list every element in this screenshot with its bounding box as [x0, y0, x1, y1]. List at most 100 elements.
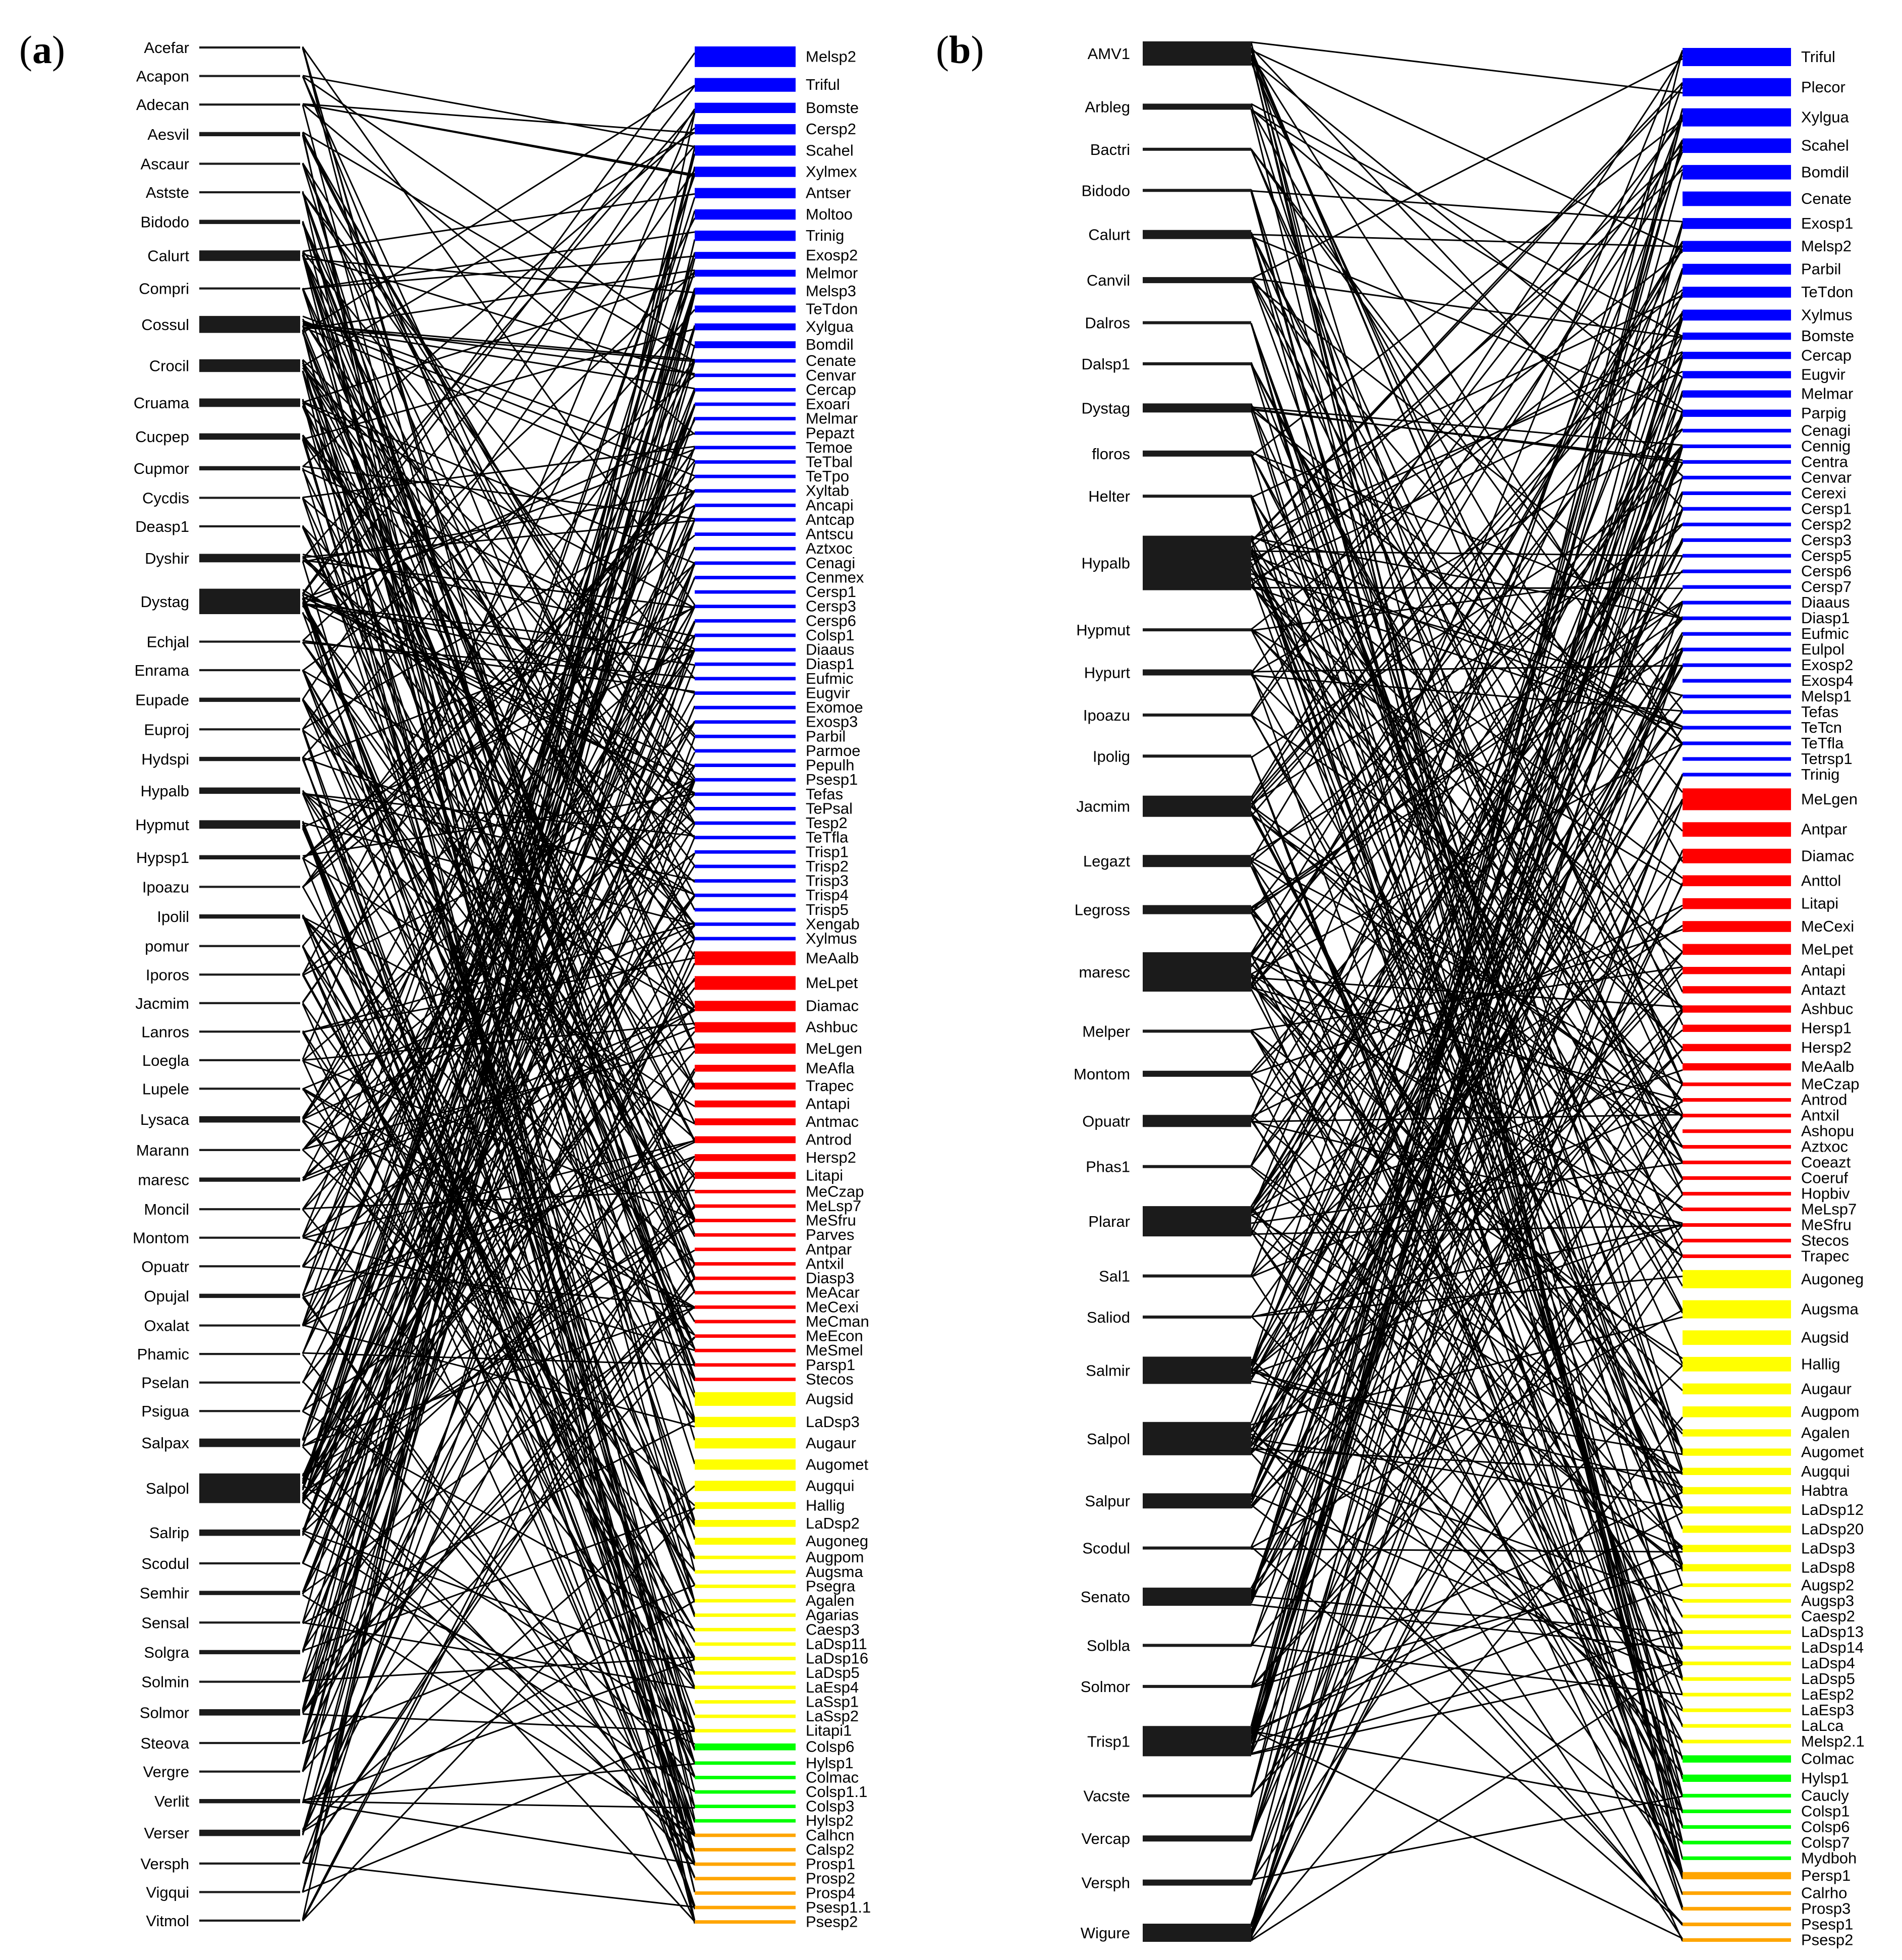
interaction-link: [302, 173, 696, 1326]
plant-node-label: AMV1: [1088, 45, 1130, 63]
plant-node-label: Moncil: [144, 1201, 189, 1218]
plant-node-bar: [199, 1293, 300, 1298]
pollinator-node-label: Hersp1: [1801, 1019, 1852, 1037]
plant-node-label: Steova: [140, 1734, 189, 1752]
plant-node-bar: [1143, 189, 1251, 192]
pollinator-node-bar: [695, 269, 796, 277]
interaction-link: [302, 722, 696, 1480]
pollinator-node-bar: [695, 460, 796, 464]
pollinator-node-label: TePsal: [806, 799, 853, 817]
interaction-link: [302, 193, 695, 252]
plant-node-label: Solgra: [144, 1644, 189, 1661]
interaction-link: [1251, 586, 1683, 953]
pollinator-node-label: MeCzap: [1801, 1075, 1859, 1093]
pollinator-node-bar: [695, 288, 796, 295]
interaction-link: [302, 853, 696, 1595]
pollinator-node-bar: [1683, 1724, 1791, 1728]
pollinator-node-label: Bomste: [806, 99, 859, 117]
plant-node-label: Oxalat: [144, 1317, 189, 1335]
interaction-link: [1251, 510, 1683, 863]
interaction-link: [1251, 1567, 1683, 1689]
interaction-link: [1250, 1032, 1684, 1632]
pollinator-node-bar: [695, 879, 796, 883]
plant-node-label: Scodul: [141, 1555, 189, 1572]
pollinator-node-label: Trisp3: [806, 872, 849, 890]
plant-node-label: Ipolil: [157, 908, 189, 925]
pollinator-node-label: Scahel: [806, 141, 854, 159]
pollinator-node-bar: [1683, 585, 1791, 589]
interaction-link: [302, 197, 696, 1440]
interaction-link: [302, 326, 695, 493]
interaction-link: [1251, 573, 1683, 696]
interaction-link: [1250, 406, 1684, 1365]
pollinator-node-label: Psegra: [806, 1577, 856, 1595]
plant-node-bar: [199, 1473, 300, 1503]
interaction-link: [1251, 58, 1683, 280]
pollinator-node-bar: [1683, 241, 1791, 252]
interaction-link: [302, 519, 696, 1268]
pollinator-node-bar: [695, 749, 796, 753]
pollinator-node-bar: [695, 1172, 796, 1179]
interaction-link: [302, 145, 696, 608]
interaction-link: [302, 359, 696, 738]
interaction-link: [1250, 710, 1684, 1276]
plant-node-label: Cruama: [134, 394, 190, 412]
pollinator-node-bar: [1683, 78, 1791, 96]
pollinator-node-bar: [1683, 1907, 1791, 1911]
pollinator-node-label: Tefas: [1801, 703, 1838, 721]
pollinator-node-label: Parmoe: [806, 742, 861, 759]
pollinator-node-label: Trapec: [806, 1077, 854, 1095]
interaction-link: [302, 1139, 695, 1296]
interaction-link: [1250, 116, 1684, 1739]
pollinator-node-label: Plecor: [1801, 78, 1845, 96]
interaction-link: [302, 75, 695, 148]
pollinator-node-label: Coeruf: [1801, 1169, 1848, 1187]
interaction-link: [1251, 805, 1683, 1118]
pollinator-node-label: TeTbal: [806, 453, 853, 471]
interaction-link: [1251, 1316, 1683, 1426]
pollinator-node-bar: [1683, 569, 1791, 573]
pollinator-node-label: TeTdon: [806, 300, 858, 317]
pollinator-node-bar: [695, 1538, 796, 1545]
pollinator-node-bar: [695, 1790, 796, 1794]
plant-node-bar: [199, 1562, 300, 1565]
interaction-link: [302, 498, 695, 825]
pollinator-node-label: Cerexi: [1801, 484, 1847, 502]
pollinator-node-bar: [1683, 48, 1791, 66]
interaction-link: [302, 779, 696, 1476]
pollinator-node-bar: [695, 734, 796, 738]
pollinator-node-label: Augoneg: [806, 1532, 868, 1550]
plant-node-label: Legazt: [1083, 852, 1130, 870]
pollinator-node-bar: [1683, 1774, 1791, 1782]
pollinator-node-bar: [695, 1043, 796, 1054]
interaction-link: [1250, 493, 1684, 1938]
interaction-link: [1250, 48, 1684, 1455]
plant-node-bar: [199, 1650, 300, 1655]
plant-node-label: Opujal: [144, 1287, 189, 1305]
plant-node-bar: [1143, 855, 1251, 867]
interaction-link: [302, 490, 695, 563]
plant-node-label: Psigua: [141, 1402, 190, 1420]
interaction-link: [302, 325, 696, 1484]
pollinator-node-bar: [1683, 1708, 1791, 1712]
pollinator-node-bar: [1683, 1661, 1791, 1665]
plant-node-label: Vacste: [1084, 1787, 1130, 1805]
pollinator-node-bar: [1683, 616, 1791, 620]
pollinator-node-bar: [1683, 710, 1791, 714]
interaction-link: [1251, 59, 1683, 411]
plant-node-bar: [1143, 1206, 1251, 1237]
plant-node-label: Cycdis: [142, 489, 189, 507]
pollinator-node-bar: [1683, 1160, 1791, 1165]
pollinator-node-label: Cenmex: [806, 569, 864, 586]
plant-node-bar: [199, 1177, 300, 1182]
interaction-link: [1251, 41, 1683, 94]
pollinator-node-label: Cersp5: [1801, 547, 1852, 564]
plant-node-label: Acefar: [144, 39, 189, 57]
pollinator-node-bar: [695, 102, 796, 113]
pollinator-node-bar: [695, 209, 796, 220]
pollinator-node-label: Persp1: [1801, 1867, 1851, 1884]
pollinator-node-label: MeEcon: [806, 1327, 863, 1345]
interaction-link: [302, 253, 696, 1207]
plant-node-label: Aesvil: [147, 126, 189, 143]
pollinator-node-bar: [695, 1219, 796, 1222]
